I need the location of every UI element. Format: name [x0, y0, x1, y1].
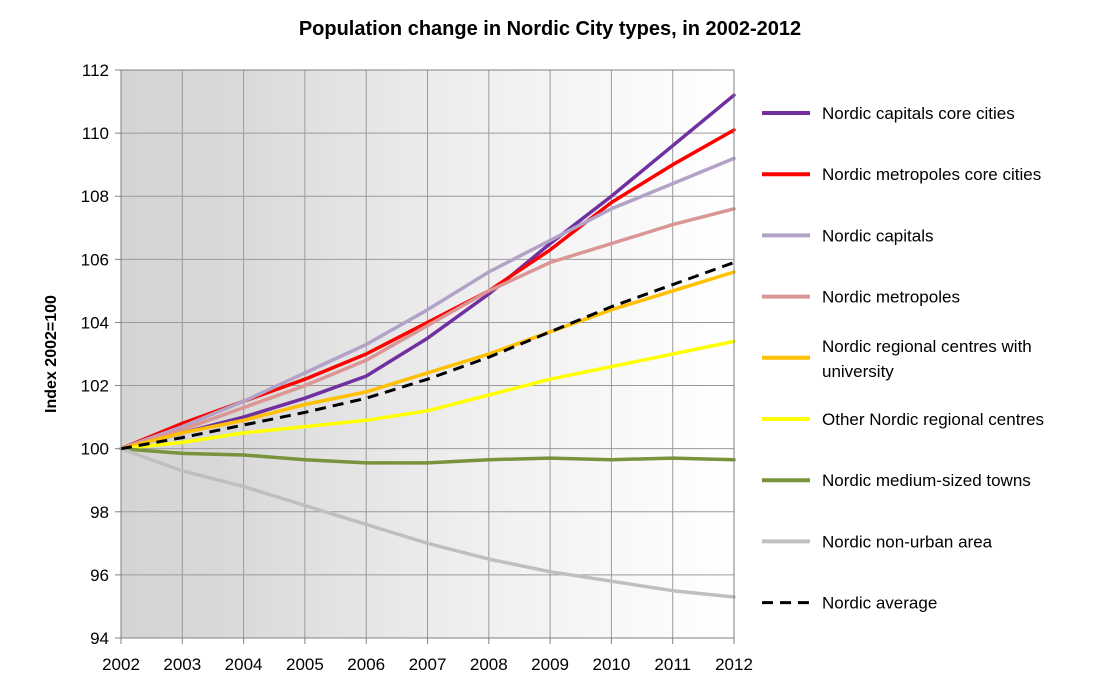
- legend-label-8: Nordic average: [822, 594, 937, 613]
- chart-title: Population change in Nordic City types, …: [298, 18, 802, 40]
- legend-label-3: Nordic metropoles: [822, 288, 960, 307]
- y-tick-label: 102: [81, 377, 109, 396]
- legend-label-1: Nordic metropoles core cities: [822, 165, 1041, 184]
- series-line-4: [119, 270, 736, 451]
- x-axis-ticks: 2002 2003 2004 2005 2006 2007 2008 2009 2010 2011…: [102, 638, 753, 674]
- y-tick-label: 104: [81, 313, 109, 332]
- y-tick-label: 100: [81, 440, 109, 459]
- y-tick-label: 110: [82, 124, 109, 143]
- y-tick-label: 98: [90, 503, 109, 522]
- legend-label-2: Nordic capitals: [822, 226, 934, 245]
- y-tick-label: 94: [90, 629, 109, 648]
- x-tick-label: 2009: [531, 655, 569, 674]
- legend-label-6: Nordic medium-sized towns: [822, 471, 1031, 490]
- legend-label-7: Nordic non-urban area: [822, 532, 993, 551]
- x-tick-label: 2007: [409, 655, 447, 674]
- legend-label-5: Other Nordic regional centres: [822, 410, 1044, 429]
- legend-label-0: Nordic capitals core cities: [822, 104, 1015, 123]
- y-tick-label: 106: [81, 250, 109, 269]
- y-axis-ticks: 94 96 98 100 102 104 106 108 110 112: [81, 61, 121, 648]
- series-line-7: [119, 446, 736, 599]
- x-tick-label: 2012: [715, 655, 753, 674]
- series-line-0: [119, 93, 736, 451]
- series-lines: [119, 93, 736, 599]
- legend-label-4: Nordic regional centres with university: [822, 337, 1032, 381]
- y-tick-label: 96: [90, 566, 109, 585]
- x-tick-label: 2002: [102, 655, 140, 674]
- x-tick-label: 2006: [347, 655, 385, 674]
- x-tick-label: 2005: [286, 655, 324, 674]
- y-tick-label: 108: [81, 187, 109, 206]
- y-axis-label: Index 2002=100: [43, 295, 60, 413]
- legend: Nordic capitals core cities Nordic metrop…: [762, 104, 1044, 613]
- series-line-8: [120, 261, 735, 451]
- series-line-3: [119, 207, 736, 451]
- x-tick-label: 2010: [592, 655, 630, 674]
- series-line-5: [119, 339, 736, 451]
- x-tick-label: 2004: [225, 655, 263, 674]
- x-tick-label: 2008: [470, 655, 508, 674]
- x-tick-label: 2011: [654, 655, 691, 674]
- series-line-6: [119, 446, 736, 465]
- y-tick-label: 112: [82, 61, 109, 80]
- series-line-2: [119, 156, 736, 451]
- x-tick-label: 2003: [163, 655, 201, 674]
